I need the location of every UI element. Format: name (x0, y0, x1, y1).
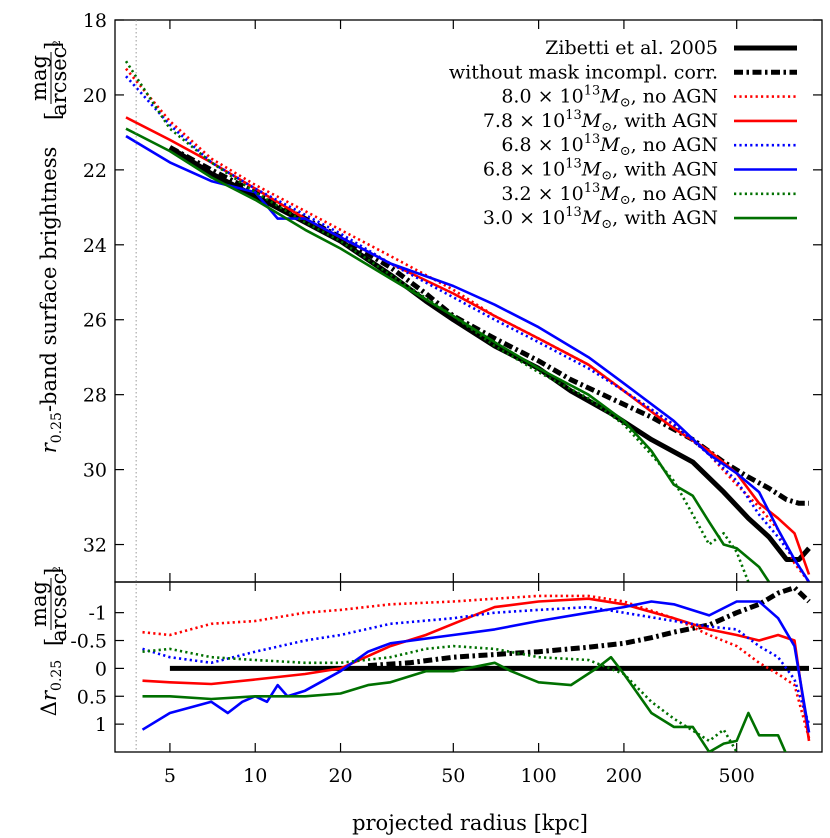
bottom-series-6-8-10-13-m-with-agn (141, 600, 811, 733)
top-panel-series (124, 60, 811, 582)
bottom-series-8-0-10-13-m-no-agn (142, 594, 811, 739)
top-y-tick-label: 26 (83, 310, 107, 332)
top-series-3-0-10-13-m-with-agn (125, 127, 771, 582)
legend-label-6-8-10-13-m-with-agn: 6.8 × 1013M⊙, with AGN (483, 157, 718, 184)
top-y-tick-label: 28 (83, 385, 107, 407)
x-tick-label: 500 (719, 765, 755, 787)
x-tick-label: 50 (441, 765, 465, 787)
legend-label-6-8-10-13-m-no-agn: 6.8 × 1013M⊙, no AGN (501, 132, 718, 159)
top-panel: 18 20 22 24 26 28 30 32 (83, 10, 823, 583)
bottom-series-3-2-10-13-m-no-agn (142, 644, 738, 752)
bottom-series-7-8-10-13-m-with-agn (142, 597, 811, 742)
bottom-y-tick-label: 1 (95, 714, 107, 736)
bottom-y-tick-label: -1 (88, 603, 107, 625)
top-y-tick-label: 22 (83, 160, 107, 182)
bottom-series-without-mask-incompl-corr (367, 585, 811, 669)
top-y-tick-label: 20 (83, 85, 107, 107)
bottom-y-tick-label: 0 (95, 658, 107, 680)
x-tick-label: 100 (520, 765, 556, 787)
bottom-panel-ticks: -1 -0.5 0 0.5 1 (70, 582, 822, 752)
top-y-axis-unit-numerator: mag (27, 55, 51, 101)
top-panel-ticks: 18 20 22 24 26 28 30 32 (83, 10, 822, 582)
x-tick-labels: 5 10 20 50 100 200 500 (164, 765, 755, 787)
legend-label-8-0-10-13-m-no-agn: 8.0 × 1013M⊙, no AGN (501, 84, 718, 111)
top-series-7-8-10-13-m-with-agn (125, 116, 811, 575)
top-y-axis-label: r0.25-band surface brightness [ mag arcs… (27, 40, 71, 453)
top-series-6-8-10-13-m-with-agn (125, 134, 811, 582)
bottom-series-3-0-10-13-m-with-agn (142, 655, 787, 752)
top-y-tick-label: 32 (83, 535, 107, 557)
bottom-panel-series (141, 585, 811, 752)
x-tick-label: 5 (164, 765, 176, 787)
bottom-panel: -1 -0.5 0 0.5 1 (70, 581, 823, 753)
bottom-y-axis-bracket-close: ] (41, 568, 65, 576)
x-axis-label: projected radius [kpc] (352, 811, 588, 835)
bottom-y-axis-label-text: Δr0.25 (37, 660, 65, 716)
top-y-tick-label: 18 (83, 10, 107, 32)
top-y-tick-label: 30 (83, 460, 107, 482)
bottom-y-axis-label: Δr0.25 [ mag arcsec2 ] (27, 566, 71, 716)
top-y-axis-unit-denominator: arcsec2 (47, 40, 71, 116)
legend-label-zibetti-et-al-2005: Zibetti et al. 2005 (545, 37, 718, 59)
x-tick-label: 10 (243, 765, 267, 787)
legend-label-3-0-10-13-m-with-agn: 3.0 × 1013M⊙, with AGN (483, 205, 718, 232)
x-tick-label: 20 (328, 765, 352, 787)
top-y-axis-bracket-open: [ (41, 112, 65, 120)
legend-label-3-2-10-13-m-no-agn: 3.2 × 1013M⊙, no AGN (501, 181, 718, 208)
top-series-6-8-10-13-m-no-agn (125, 75, 811, 582)
bottom-panel-frame (114, 581, 823, 753)
bottom-y-tick-label: -0.5 (70, 631, 107, 653)
bottom-y-axis-unit-numerator: mag (27, 581, 51, 627)
x-tick-label: 200 (606, 765, 642, 787)
top-y-tick-label: 24 (83, 235, 107, 257)
bottom-y-axis-unit-denominator: arcsec2 (47, 566, 71, 642)
bottom-y-axis-bracket-open: [ (41, 638, 65, 646)
top-y-axis-label-text: r0.25-band surface brightness (37, 147, 65, 454)
bottom-y-tick-label: 0.5 (77, 686, 107, 708)
top-y-axis-bracket-close: ] (41, 42, 65, 50)
legend-label-without-mask-incompl-corr: without mask incompl. corr. (449, 61, 718, 83)
top-series-without-mask-incompl-corr (168, 145, 809, 506)
legend-label-7-8-10-13-m-with-agn: 7.8 × 1013M⊙, with AGN (483, 108, 718, 135)
